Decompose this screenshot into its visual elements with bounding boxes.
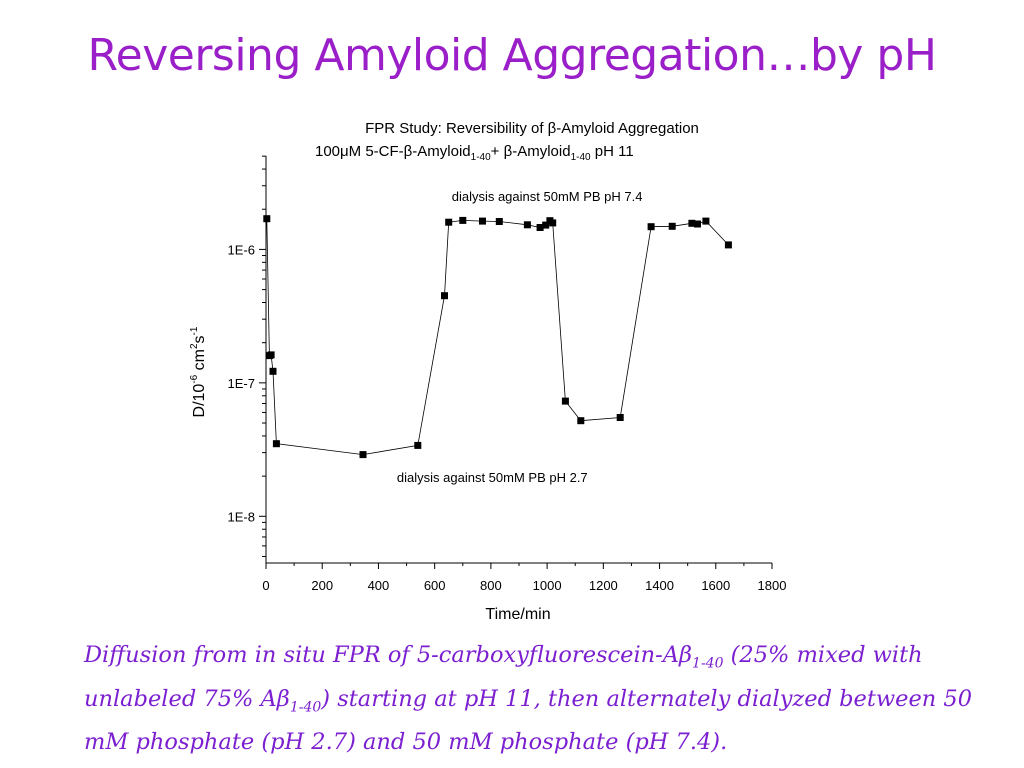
data-point [272, 440, 280, 448]
x-tick-label: 1200 [589, 578, 618, 593]
chart-annotation: dialysis against 50mM PB pH 2.7 [397, 470, 588, 485]
x-tick-label: 1800 [758, 578, 787, 593]
data-point [269, 367, 277, 375]
y-tick-label: 1E-7 [228, 376, 255, 391]
data-point [647, 223, 655, 231]
data-point [724, 241, 732, 249]
x-axis-label: Time/min [485, 606, 550, 623]
y-tick-label: 1E-6 [228, 242, 255, 257]
data-point [668, 222, 676, 230]
data-point [702, 217, 710, 225]
data-point [445, 218, 453, 226]
data-point [459, 216, 467, 224]
x-tick-label: 400 [368, 578, 390, 593]
data-point [577, 417, 585, 425]
data-point [561, 397, 569, 405]
data-point [267, 351, 275, 359]
data-point [479, 217, 486, 225]
chart-annotation: dialysis against 50mM PB pH 7.4 [452, 189, 643, 204]
data-point [263, 215, 271, 223]
data-point [694, 220, 701, 228]
data-point [616, 414, 624, 421]
x-tick-label: 0 [262, 578, 269, 593]
data-point [688, 219, 696, 227]
x-tick-label: 800 [480, 578, 502, 593]
y-axis-label: D/10-6 cm2s-1 [189, 326, 208, 417]
figure-caption: Diffusion from in situ FPR of 5-carboxyf… [84, 642, 973, 755]
x-tick-label: 1600 [701, 578, 730, 593]
data-point [359, 451, 367, 459]
data-point [495, 218, 503, 225]
x-tick-label: 200 [311, 578, 333, 593]
y-tick-label: 1E-8 [228, 509, 255, 524]
chart-title-line2: 100μM 5-CF-β-Amyloid1-40+ β-Amyloid1-40 … [315, 143, 634, 163]
x-tick-label: 1400 [645, 578, 674, 593]
x-tick-label: 1000 [533, 578, 562, 593]
data-point [536, 224, 544, 231]
x-tick-label: 600 [424, 578, 446, 593]
data-point [414, 441, 422, 449]
data-point [542, 221, 550, 229]
data-point [523, 221, 531, 229]
chart-title-line1: FPR Study: Reversibility of β-Amyloid Ag… [365, 120, 699, 137]
data-point [441, 292, 448, 300]
slide-title: Reversing Amyloid Aggregation…by pH [87, 30, 937, 81]
data-point [549, 219, 557, 227]
series-line [266, 218, 729, 456]
